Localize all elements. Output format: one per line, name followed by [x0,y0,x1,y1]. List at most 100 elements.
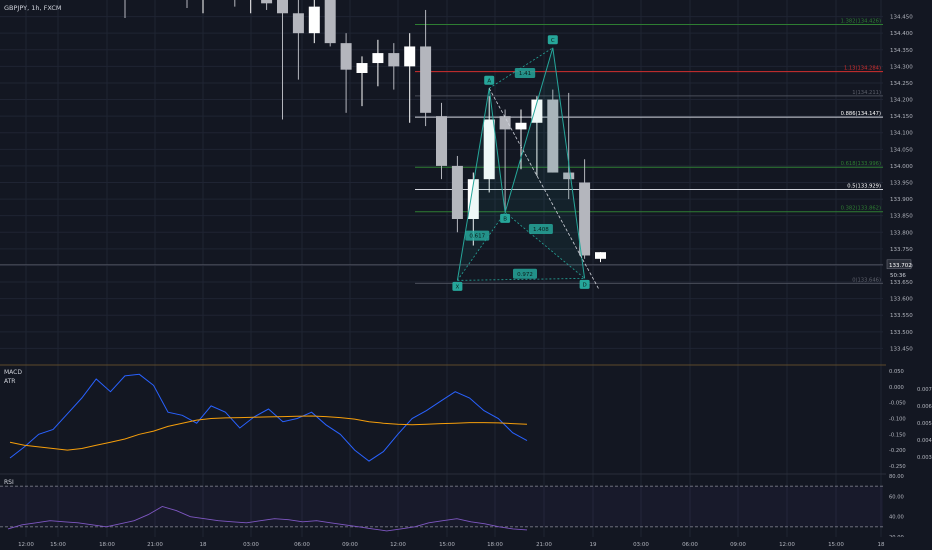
pattern-ratio-text: 1.408 [533,227,549,233]
candle-body [356,63,368,73]
macd-tick-label: -0.200 [889,448,906,454]
candle[interactable] [388,43,400,90]
rsi-title: RSI [4,479,14,486]
candle-body [483,119,495,180]
pattern-ratio-label[interactable]: 1.41 [514,68,536,78]
candle[interactable] [261,0,273,10]
pattern-ratio-label[interactable]: 0.972 [513,268,537,279]
pattern-point-label[interactable]: X [452,281,463,291]
candle-body [404,46,416,67]
pattern-fill-bcd [505,47,585,279]
price-axis[interactable]: 134.450 134.400 134.350 134.300 134.250 134.2… [886,0,932,550]
pattern-point-box [579,279,590,289]
price-tick-label: 134.000 [890,164,913,170]
pattern-point-label[interactable]: C [547,35,558,45]
candle[interactable] [579,159,591,259]
time-tick-label: 18 [200,542,207,548]
atr-tick-label: 0.005 [917,421,932,427]
time-tick-label: 06:00 [682,542,698,548]
fib-label: 0.382(133.862) [841,206,881,212]
candle-body [467,179,479,219]
candle-body [372,53,384,64]
candle-body [515,122,527,130]
candle[interactable] [531,96,543,176]
pattern-point-text: A [487,78,491,84]
rsi-line[interactable] [7,506,528,532]
pattern-point-box [484,75,495,85]
candle[interactable] [198,0,209,14]
candle[interactable] [563,92,575,200]
atr-tick-label: 0.006 [917,404,932,410]
candle-body [547,99,559,173]
candle[interactable] [277,0,288,120]
candle-body [579,182,591,256]
macd-line[interactable] [9,373,528,462]
candle[interactable] [229,0,240,7]
price-tick-label: 133.650 [890,280,913,286]
candle[interactable] [292,0,304,80]
time-tick-label: 12:00 [18,542,34,548]
pattern-point-box [547,35,558,45]
price-tick-label: 134.350 [890,48,913,54]
candle[interactable] [451,155,463,233]
symbol-title[interactable]: GBPJPY, 1h, FXCM [4,4,61,12]
pattern-ratio-box [465,230,490,241]
candle[interactable] [420,9,432,127]
candle[interactable] [340,33,352,113]
candle[interactable] [547,89,559,173]
pattern-ratio-box [514,68,536,78]
time-axis[interactable]: 12:00 15:00 18:00 21:00 18 03:00 06:00 09:00 12:… [0,537,932,550]
candle[interactable] [483,96,495,193]
candle[interactable] [308,0,320,44]
pattern-point-label[interactable]: A [484,75,495,85]
rsi-tick-label: 60.00 [889,494,904,500]
time-tick-label: 15:00 [828,542,844,548]
fib-label: 0(133.646) [852,277,881,283]
trend-line[interactable] [488,88,599,289]
candle[interactable] [356,56,368,107]
macd-pane[interactable]: MACD ATR 0.050 0.000 -0.050 -0.100 -0.150 -0.20… [4,369,932,470]
pattern-point-text: X [456,285,460,291]
candle[interactable] [499,109,511,213]
candle[interactable] [245,0,256,14]
time-tick-label: 18 [878,542,885,548]
candle[interactable] [595,252,606,263]
current-price-tag[interactable] [886,259,912,270]
price-tick-label: 133.800 [890,230,913,236]
fib-label: 1.13(134.284) [844,66,881,72]
time-tick-label: 06:00 [294,542,310,548]
candle-body [451,165,463,219]
pattern-ratio-label[interactable]: 0.617 [465,230,490,241]
rsi-band [0,486,883,527]
macd-tick-label: -0.250 [889,464,906,470]
pattern-point-text: D [582,283,586,289]
pattern-ratio-line [457,277,585,281]
signal-line[interactable] [9,415,528,451]
price-tick-label: 133.500 [890,330,913,336]
price-tick-label: 134.400 [890,31,913,37]
candle-body [292,13,304,34]
candle-body [436,116,447,166]
time-tick-label: 03:00 [633,542,649,548]
candle[interactable] [436,102,447,180]
fib-label: 1(134.211) [852,90,881,96]
candle[interactable] [372,39,384,87]
pattern-ratio-text: 1.41 [519,71,531,77]
price-tick-label: 134.200 [890,98,913,104]
pattern-point-label[interactable]: B [500,213,511,223]
harmonic-pattern[interactable]: X A B C D 0.617 1.41 1.408 0.972 [452,35,599,291]
candle-body [324,0,336,44]
candle[interactable] [404,33,416,123]
candles[interactable] [124,0,606,263]
candle-body [499,116,511,130]
pattern-ratio-label[interactable]: 1.408 [528,223,553,234]
atr-tick-label: 0.003 [917,455,932,461]
price-tick-label: 134.300 [890,64,913,70]
pattern-point-box [452,281,463,291]
candle-body [563,172,575,180]
price-tick-label: 134.100 [890,131,913,137]
pattern-point-label[interactable]: D [579,279,590,289]
candle[interactable] [324,0,336,47]
